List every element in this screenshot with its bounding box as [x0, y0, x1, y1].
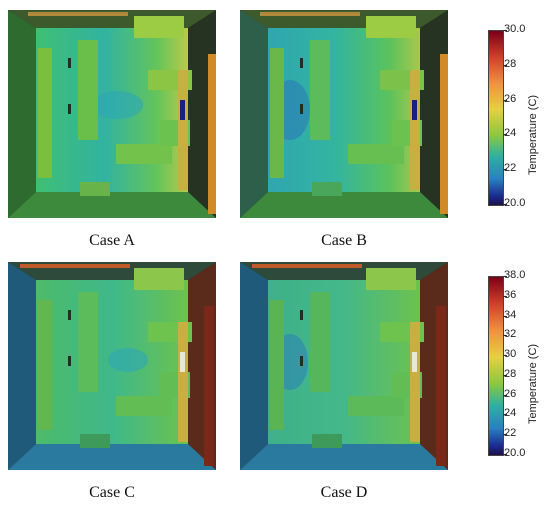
colorbar-tick-label: 20.0 — [504, 197, 526, 209]
colorbar-tick-label: 24 — [504, 407, 517, 420]
colorbar-tick-label: 22 — [504, 427, 517, 440]
colorbar-tick-mark — [503, 454, 507, 455]
colorbar-tick-label: 34 — [504, 308, 517, 321]
caption-case-c: Case C — [89, 484, 135, 501]
colorbar-tick-label: 30.0 — [504, 23, 526, 35]
caption-case-a: Case A — [89, 232, 135, 249]
panel-case-a — [8, 10, 216, 218]
colorbar-tick-label: 26 — [504, 387, 517, 400]
colorbar-tick-mark — [503, 204, 507, 205]
colorbar-tick-label: 22 — [504, 162, 517, 175]
colorbar-top — [488, 30, 504, 206]
colorbar-tick-mark — [503, 414, 507, 416]
room-temperature-render-b — [240, 10, 448, 218]
colorbar-tick-label: 28 — [504, 57, 517, 70]
room-temperature-render-a — [8, 10, 216, 218]
colorbar-tick-mark — [503, 434, 507, 436]
colorbar-tick-mark — [503, 134, 507, 136]
colorbar-tick-mark — [503, 276, 507, 277]
colorbar-tick-mark — [503, 355, 507, 357]
colorbar-tick-mark — [503, 169, 507, 171]
colorbar-tick-label: 36 — [504, 288, 517, 301]
colorbar-tick-label: 30 — [504, 348, 517, 361]
colorbar-bottom — [488, 276, 504, 456]
colorbar-tick-label: 20.0 — [504, 447, 526, 459]
panel-case-c — [8, 262, 216, 470]
colorbar-tick-mark — [503, 30, 507, 31]
colorbar-tick-mark — [503, 99, 507, 101]
caption-case-d: Case D — [320, 484, 368, 501]
colorbar-top-title: Temperature (C) — [527, 94, 539, 175]
room-temperature-render-c — [8, 262, 216, 470]
colorbar-tick-mark — [503, 64, 507, 66]
colorbar-tick-mark — [503, 335, 507, 337]
colorbar-bottom-title: Temperature (C) — [527, 343, 539, 424]
colorbar-tick-label: 26 — [504, 92, 517, 105]
room-temperature-render-d — [240, 262, 448, 470]
colorbar-tick-mark — [503, 394, 507, 396]
colorbar-tick-mark — [503, 295, 507, 297]
colorbar-tick-label: 28 — [504, 367, 517, 380]
panel-case-b — [240, 10, 448, 218]
colorbar-tick-label: 32 — [504, 328, 517, 341]
colorbar-tick-label: 24 — [504, 127, 517, 140]
colorbar-tick-mark — [503, 315, 507, 317]
colorbar-tick-label: 38.0 — [504, 269, 526, 281]
panel-case-d — [240, 262, 448, 470]
caption-case-b: Case B — [321, 232, 367, 249]
colorbar-tick-mark — [503, 374, 507, 376]
